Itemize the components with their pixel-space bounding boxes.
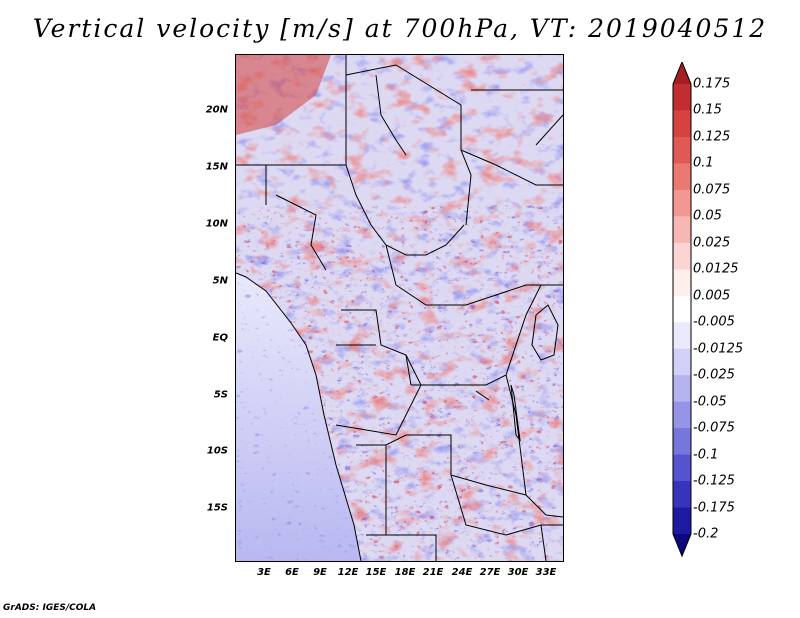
colorbar-tick-label: 0.125 <box>693 129 731 145</box>
colorbar-tick-label: 0.175 <box>693 76 731 92</box>
colorbar-segment <box>673 242 691 270</box>
lon-label-9e: 9E <box>313 567 327 578</box>
colorbar-segment <box>673 454 691 482</box>
colorbar-segment <box>673 136 691 164</box>
colorbar-segment <box>673 189 691 217</box>
colorbar-tick-label: 0.025 <box>693 235 731 251</box>
colorbar-segment <box>673 507 691 535</box>
colorbar-tick-label: 0.075 <box>693 182 731 198</box>
colorbar-segment <box>673 216 691 244</box>
colorbar-tick-label: -0.1 <box>693 447 719 463</box>
colorbar-tick-label: -0.025 <box>693 367 735 383</box>
lon-label-27e: 27E <box>479 567 501 578</box>
colorbar-cap-bottom <box>673 534 691 556</box>
lon-label-30e: 30E <box>507 567 529 578</box>
colorbar-segment <box>673 401 691 429</box>
lat-label-15s: 15S <box>206 502 228 514</box>
colorbar-segment <box>673 428 691 455</box>
map-panel <box>235 54 564 562</box>
lon-label-21e: 21E <box>422 567 444 578</box>
colorbar-tick-label: -0.005 <box>693 314 735 330</box>
lat-label-10s: 10S <box>206 445 228 457</box>
colorbar-tick-label: -0.2 <box>693 526 719 542</box>
lon-label-33e: 33E <box>535 567 557 578</box>
colorbar-cap-top <box>673 62 691 84</box>
country-borders <box>236 55 563 561</box>
lat-label-20n: 20N <box>205 104 228 116</box>
lat-label-5s: 5S <box>213 389 228 401</box>
lon-label-15e: 15E <box>365 567 387 578</box>
colorbar-segment <box>673 84 691 111</box>
lat-label-5n: 5N <box>212 275 228 287</box>
colorbar-tick-label: 0.15 <box>693 102 722 118</box>
grads-credit: GrADS: IGES/COLA <box>3 603 97 613</box>
lon-label-12e: 12E <box>337 567 359 578</box>
lat-label-eq: EQ <box>212 332 228 344</box>
colorbar-segment <box>673 269 691 297</box>
colorbar-segment <box>673 375 691 403</box>
colorbar-segment <box>673 110 691 138</box>
lon-label-24e: 24E <box>451 567 473 578</box>
colorbar <box>672 62 692 558</box>
colorbar-segment <box>673 163 691 191</box>
colorbar-tick-label: -0.0125 <box>693 341 744 357</box>
lat-label-10n: 10N <box>205 218 228 230</box>
lon-label-6e: 6E <box>285 567 299 578</box>
colorbar-tick-label: -0.05 <box>693 394 727 410</box>
colorbar-segment <box>673 481 691 508</box>
colorbar-segment <box>673 295 691 323</box>
lon-label-18e: 18E <box>394 567 416 578</box>
lat-label-15n: 15N <box>205 161 228 173</box>
plot-title: Vertical velocity [m/s] at 700hPa, VT: 2… <box>32 14 768 43</box>
colorbar-tick-label: -0.125 <box>693 473 735 489</box>
colorbar-tick-label: 0.005 <box>693 288 731 304</box>
lon-label-3e: 3E <box>257 567 271 578</box>
vertical-velocity-field <box>236 55 563 561</box>
colorbar-tick-label: -0.075 <box>693 420 735 436</box>
colorbar-segment <box>673 348 691 376</box>
colorbar-tick-label: 0.0125 <box>693 261 739 277</box>
colorbar-tick-label: -0.175 <box>693 500 735 516</box>
colorbar-segment <box>673 322 691 350</box>
colorbar-tick-label: 0.05 <box>693 208 722 224</box>
colorbar-tick-label: 0.1 <box>693 155 714 171</box>
